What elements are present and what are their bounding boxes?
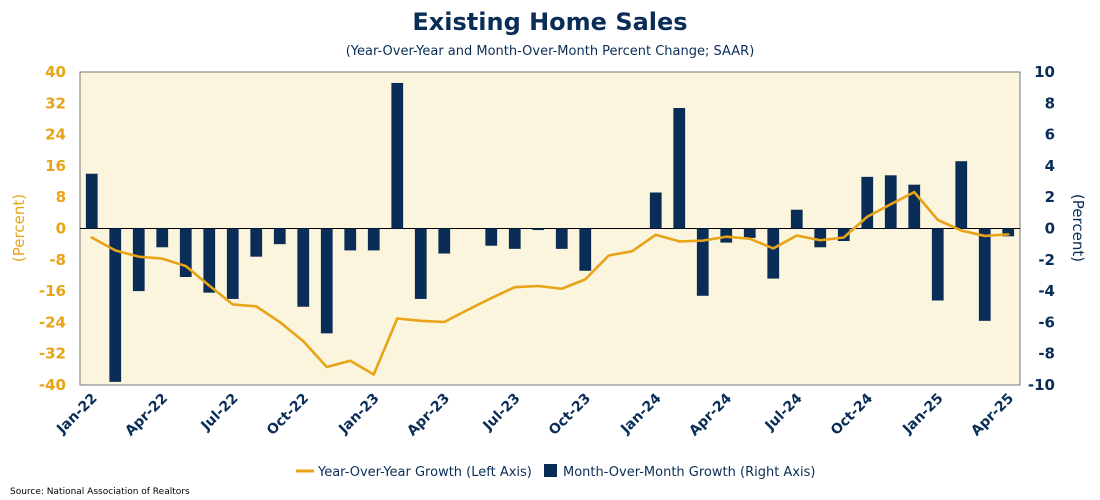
left-tick-label: 32 (45, 94, 66, 112)
left-tick-label: -32 (39, 345, 66, 363)
mom-bar (156, 228, 169, 248)
mom-bar (414, 228, 427, 299)
x-tick-label: Oct-22 (264, 391, 312, 439)
left-tick-label: 24 (45, 126, 66, 144)
right-tick-label: 2 (1045, 188, 1055, 206)
mom-bar (508, 228, 521, 249)
chart-title: Existing Home Sales (412, 8, 687, 36)
left-tick-label: 0 (56, 220, 66, 238)
x-tick-label: Oct-24 (828, 390, 876, 438)
mom-bar (978, 228, 991, 321)
mom-bar (767, 228, 780, 279)
x-tick-label: Jul-23 (480, 391, 524, 435)
mom-bar (132, 228, 145, 292)
x-tick-label: Apr-23 (404, 391, 453, 440)
mom-bar (367, 228, 380, 251)
right-tick-label: 0 (1045, 220, 1055, 238)
x-tick-label: Apr-24 (686, 390, 735, 439)
mom-bar (696, 228, 709, 296)
x-axis-ticks: Jan-22 Apr-22 Jul-22 Oct-22 Jan-23 Apr-23 Jul-… (53, 390, 1017, 439)
right-tick-label: 4 (1045, 157, 1055, 175)
mom-bar (485, 228, 498, 246)
x-tick-label: Jul-22 (198, 391, 242, 435)
chart-subtitle: (Year-Over-Year and Month-Over-Month Per… (346, 44, 755, 59)
left-tick-label: 16 (45, 157, 66, 175)
legend-label-yoy: Year-Over-Year Growth (Left Axis) (317, 465, 532, 480)
mom-bar (532, 228, 545, 231)
mom-bar (297, 228, 310, 307)
legend: Year-Over-Year Growth (Left Axis) Month-… (296, 464, 815, 480)
mom-bar (649, 192, 662, 229)
right-tick-label: -8 (1038, 345, 1055, 363)
x-tick-label: Jan-22 (53, 391, 100, 438)
mom-bar (1002, 228, 1015, 237)
mom-bar (579, 228, 592, 271)
legend-bar-swatch (544, 464, 557, 477)
right-axis-ticks: 10 8 6 4 2 0 -2 -4 -6 -8 -10 (1028, 63, 1055, 394)
mom-bar (85, 173, 98, 229)
right-tick-label: 8 (1045, 94, 1055, 112)
left-axis-ticks: 40 32 24 16 8 0 -8 -16 -24 -32 -40 (39, 63, 66, 394)
mom-bar (884, 175, 897, 229)
left-tick-label: -24 (39, 313, 66, 331)
mom-bar (555, 228, 568, 249)
legend-label-mom: Month-Over-Month Growth (Right Axis) (563, 465, 815, 480)
x-tick-label: Apr-22 (122, 391, 171, 440)
year-over-year-line-group (90, 190, 1010, 376)
yoy-line (90, 190, 1010, 376)
left-tick-label: 8 (56, 188, 66, 206)
x-tick-label: Jan-25 (899, 391, 946, 438)
mom-bar (673, 108, 686, 229)
right-tick-label: -10 (1028, 376, 1055, 394)
mom-bar (109, 228, 122, 382)
mom-bar (837, 228, 850, 242)
mom-bar (344, 228, 357, 251)
mom-bar (790, 209, 803, 229)
right-tick-label: -4 (1038, 282, 1055, 300)
left-tick-label: 40 (45, 63, 66, 81)
left-tick-label: -8 (49, 251, 66, 269)
x-tick-label: Oct-23 (546, 391, 594, 439)
x-tick-label: Jan-23 (335, 391, 382, 438)
mom-bar (250, 228, 263, 257)
mom-bar (931, 228, 944, 301)
mom-bar (226, 228, 239, 299)
right-tick-label: -6 (1038, 313, 1055, 331)
mom-bar (814, 228, 827, 248)
mom-bar (179, 228, 192, 278)
mom-bar (438, 228, 451, 254)
left-axis-label: (Percent) (10, 194, 28, 262)
mom-bar (908, 184, 921, 229)
right-tick-label: 10 (1034, 63, 1055, 81)
mom-bar (861, 176, 874, 229)
mom-bar (955, 161, 968, 229)
left-tick-label: -16 (39, 282, 66, 300)
x-tick-label: Jul-24 (762, 390, 806, 434)
left-tick-label: -40 (39, 376, 66, 394)
mom-bar (743, 228, 756, 238)
mom-bar (203, 228, 216, 293)
mom-bar (273, 228, 286, 245)
x-tick-label: Apr-25 (968, 391, 1017, 440)
x-tick-label: Jan-24 (617, 390, 664, 437)
right-tick-label: -2 (1038, 251, 1055, 269)
mom-bar (391, 82, 404, 229)
right-tick-label: 6 (1045, 126, 1055, 144)
right-axis-label: (Percent) (1069, 194, 1087, 262)
mom-bar (320, 228, 333, 334)
source-note: Source: National Association of Realtors (10, 487, 190, 497)
